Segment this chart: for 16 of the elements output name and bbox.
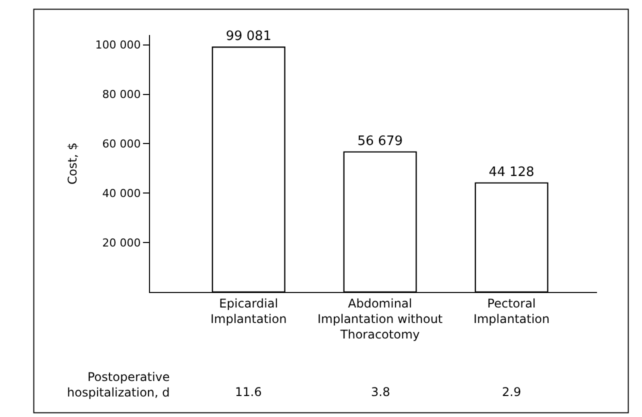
text: Postoperative hospitalization, d xyxy=(67,370,170,400)
y-tick-label: 100 000 xyxy=(95,38,141,52)
text: 3.8 xyxy=(371,385,390,399)
y-axis-title: Cost, $ xyxy=(66,142,80,184)
data-label: 44 128 xyxy=(488,164,534,180)
y-tick-label: 40 000 xyxy=(102,187,141,200)
text: 11.6 xyxy=(235,385,262,399)
y-tick-label: 80 000 xyxy=(102,88,141,102)
data-label: 56 679 xyxy=(357,134,403,149)
x-tick-label: Abdominal Implantation without Thoracotomy xyxy=(318,296,443,342)
text: 2.9 xyxy=(502,385,522,399)
y-tick-label: 20 000 xyxy=(102,236,141,250)
y-tick-label: 60 000 xyxy=(102,138,141,151)
x-tick-label: Pectoral Implantation xyxy=(473,296,550,326)
data-label: 99 081 xyxy=(226,29,272,44)
x-tick-label: Epicardial Implantation xyxy=(210,296,287,326)
